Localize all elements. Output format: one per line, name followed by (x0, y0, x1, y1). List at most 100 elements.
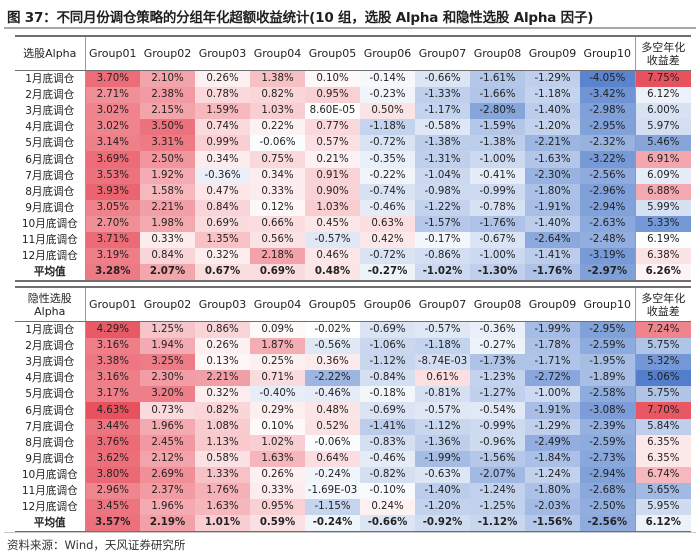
value-cell: 3.19% (85, 248, 140, 265)
data-row: 1月底调仓 4.29% 1.25% 0.86% 0.09% -0.02% -0.69% -0.… (15, 321, 691, 339)
row-label: 7月底调仓 (15, 418, 86, 435)
value-cell: 0.84% (140, 248, 195, 265)
value-cell: -0.46% (360, 199, 415, 216)
value-cell: 3.57% (85, 515, 140, 534)
value-cell: -1.78% (525, 338, 580, 355)
value-cell: -0.96% (470, 434, 525, 451)
value-cell: 0.26% (195, 338, 250, 355)
value-cell: 5.75% (634, 386, 691, 403)
data-row: 11月底调仓 2.96% 2.37% 1.76% 0.33% -1.69E-03 -0.10… (15, 482, 691, 500)
row-label: 8月底调仓 (15, 183, 86, 200)
value-cell: -1.56% (525, 515, 580, 534)
value-cell: 0.63% (360, 215, 415, 232)
value-cell: -0.22% (360, 167, 415, 184)
value-cell: -4.05% (580, 70, 635, 88)
value-cell: -2.50% (580, 499, 635, 516)
row-label: 10月底调仓 (15, 215, 86, 232)
value-cell: 2.19% (140, 515, 195, 534)
value-cell: -0.46% (360, 450, 415, 467)
value-cell: -0.24% (305, 466, 360, 483)
value-cell: 2.21% (140, 199, 195, 216)
value-cell: -1.69E-03 (305, 482, 360, 500)
row-label: 2月底调仓 (15, 87, 86, 104)
value-cell: 2.71% (85, 87, 140, 104)
value-cell: 0.57% (305, 135, 360, 152)
value-cell: -0.56% (305, 338, 360, 355)
value-cell: 0.66% (250, 215, 305, 232)
value-cell: 8.60E-05 (305, 103, 360, 120)
value-cell: -0.17% (415, 231, 470, 249)
value-cell: 2.21% (195, 370, 250, 387)
value-cell: -0.72% (360, 135, 415, 152)
value-cell: 2.70% (85, 215, 140, 232)
data-row: 6月底调仓 4.63% 0.73% 0.82% 0.29% 0.48% -0.69% -0.5… (15, 402, 691, 419)
value-cell: -2.07% (470, 466, 525, 483)
value-cell: 3.53% (85, 167, 140, 184)
value-cell: -1.38% (470, 135, 525, 152)
value-cell: -0.92% (415, 515, 470, 534)
row-label: 10月底调仓 (15, 466, 86, 483)
value-cell: -0.66% (360, 515, 415, 534)
value-cell: -0.41% (470, 167, 525, 184)
value-cell: 0.34% (195, 151, 250, 168)
row-label: 6月底调仓 (15, 151, 86, 168)
value-cell: -1.06% (360, 338, 415, 355)
value-cell: 1.25% (140, 321, 195, 339)
value-cell: 6.74% (634, 466, 691, 483)
value-cell: 5.75% (634, 338, 691, 355)
value-cell: -1.18% (360, 119, 415, 136)
value-cell: 5.65% (634, 482, 691, 500)
column-header: Group04 (250, 286, 305, 322)
row-label: 7月底调仓 (15, 167, 86, 184)
value-cell: 0.78% (195, 87, 250, 104)
value-cell: 1.01% (195, 515, 250, 534)
value-cell: -2.59% (580, 338, 635, 355)
value-cell: -0.06% (305, 434, 360, 451)
value-cell: -1.29% (525, 418, 580, 435)
value-cell: -8.74E-03 (415, 354, 470, 371)
value-cell: 1.33% (195, 466, 250, 483)
column-header: Group09 (525, 35, 580, 71)
value-cell: -1.63% (525, 151, 580, 168)
value-cell: 0.10% (250, 418, 305, 435)
value-cell: -1.20% (415, 499, 470, 516)
value-cell: -2.64% (525, 231, 580, 249)
value-cell: 0.45% (305, 215, 360, 232)
value-cell: -2.56% (580, 167, 635, 184)
value-cell: 0.82% (250, 87, 305, 104)
value-cell: 3.16% (85, 370, 140, 387)
column-header: Group09 (525, 286, 580, 322)
row-label: 12月底调仓 (15, 248, 86, 265)
data-row: 2月底调仓 3.16% 1.94% 0.26% 1.87% -0.56% -1.06% -1.… (15, 338, 691, 355)
value-cell: 0.99% (195, 135, 250, 152)
data-row: 10月底调仓 2.70% 1.98% 0.69% 0.66% 0.45% 0.63% -1.5… (15, 215, 691, 232)
data-row: 4月底调仓 3.02% 3.50% 0.74% 0.22% 0.77% -1.18% -0.5… (15, 119, 691, 136)
footer-divider (4, 532, 696, 533)
value-cell: -1.12% (415, 418, 470, 435)
average-row: 平均值 3.28% 2.07% 0.67% 0.69% 0.48% -0.27% -1.02%… (15, 264, 691, 283)
data-row: 10月底调仓 3.80% 2.69% 1.33% 0.26% -0.24% -0.82% -0… (15, 466, 691, 483)
row-label: 12月底调仓 (15, 499, 86, 516)
column-header: Group08 (470, 286, 525, 322)
value-cell: -2.68% (580, 482, 635, 500)
value-cell: 0.48% (305, 264, 360, 283)
value-cell: 3.38% (85, 354, 140, 371)
value-cell: 0.34% (250, 167, 305, 184)
value-cell: 0.25% (250, 354, 305, 371)
value-cell: 2.15% (140, 103, 195, 120)
figure-title: 图 37：不同月份调仓策略的分组年化超额收益统计(10 组，选股 Alpha 和… (7, 10, 594, 26)
value-cell: -1.89% (580, 370, 635, 387)
column-header: Group01 (85, 35, 140, 71)
value-cell: 0.22% (250, 119, 305, 136)
value-cell: 0.71% (250, 370, 305, 387)
value-cell: -1.12% (360, 354, 415, 371)
data-row: 3月底调仓 3.02% 2.15% 1.59% 1.03% 8.60E-05 0.50% -1… (15, 103, 691, 120)
row-label: 5月底调仓 (15, 135, 86, 152)
value-cell: -1.15% (305, 499, 360, 516)
title-divider (4, 27, 696, 29)
value-cell: 4.63% (85, 402, 140, 419)
value-cell: -2.96% (580, 183, 635, 200)
value-cell: -0.14% (360, 70, 415, 88)
value-cell: -1.61% (470, 70, 525, 88)
value-cell: 0.77% (305, 119, 360, 136)
